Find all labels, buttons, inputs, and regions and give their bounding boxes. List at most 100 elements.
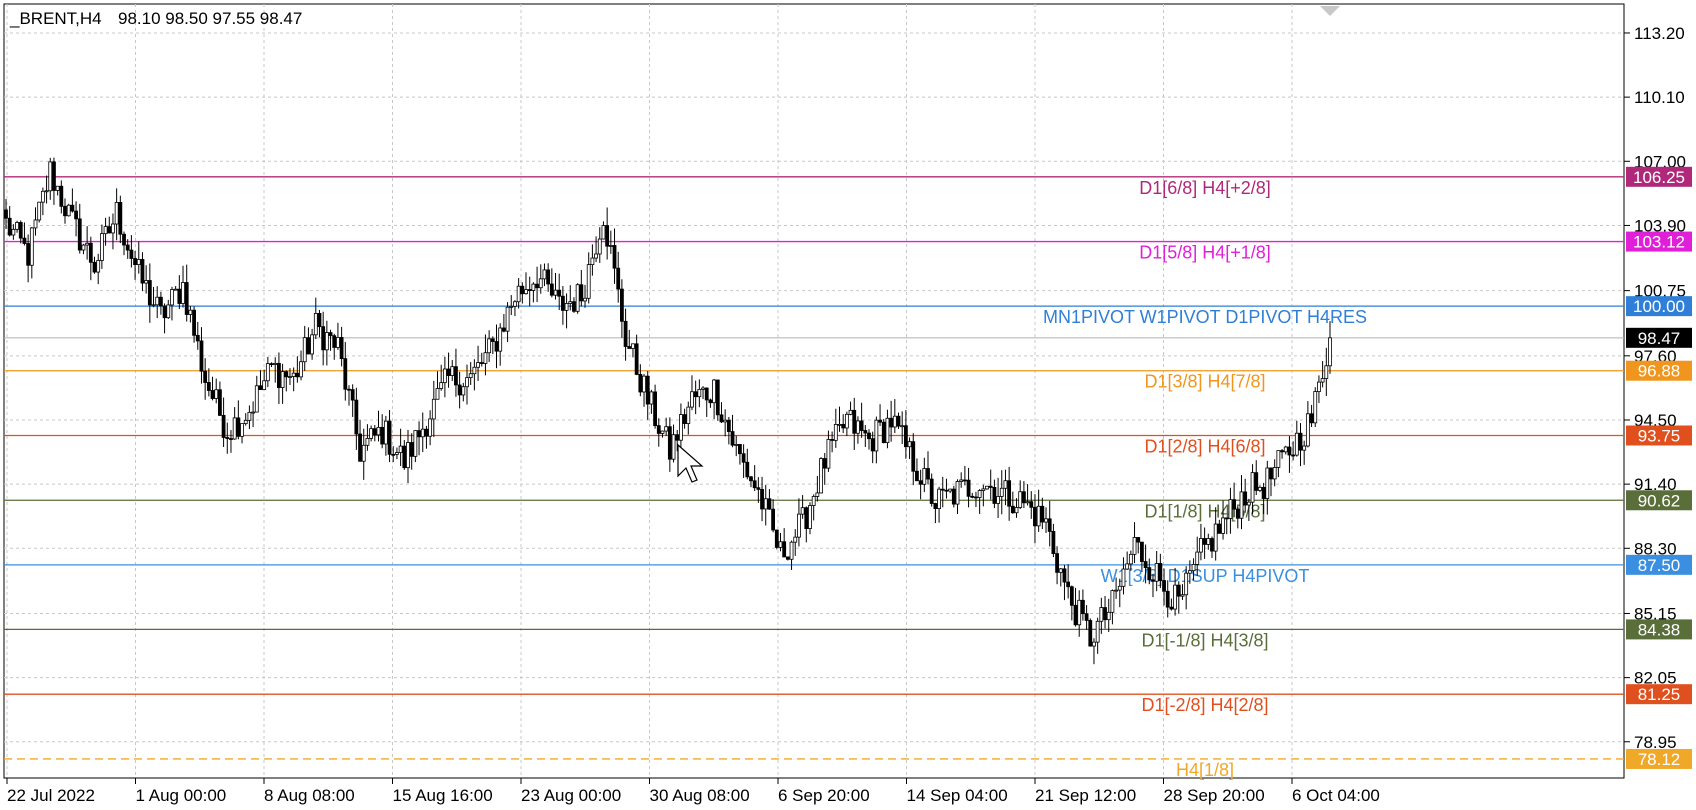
- candle-body[interactable]: [837, 423, 842, 426]
- candle-body[interactable]: [955, 481, 960, 505]
- candle-body[interactable]: [1025, 501, 1030, 504]
- candle-body[interactable]: [981, 488, 986, 491]
- candle-body[interactable]: [273, 362, 278, 365]
- candle-body[interactable]: [671, 434, 676, 460]
- candle-body[interactable]: [81, 244, 86, 251]
- candle-body[interactable]: [111, 223, 115, 234]
- candle-body[interactable]: [1154, 563, 1159, 582]
- candle-body[interactable]: [1328, 337, 1332, 367]
- candle-body[interactable]: [560, 295, 565, 311]
- candle-body[interactable]: [690, 391, 694, 408]
- candle-body[interactable]: [531, 283, 536, 291]
- candle-body[interactable]: [1228, 499, 1233, 519]
- candle-body[interactable]: [520, 285, 525, 295]
- candle-body[interactable]: [1302, 445, 1307, 451]
- candle-body[interactable]: [1169, 606, 1174, 610]
- candle-body[interactable]: [1066, 581, 1071, 588]
- candle-body[interactable]: [1243, 491, 1248, 506]
- candle-body[interactable]: [513, 301, 517, 307]
- candle-body[interactable]: [288, 376, 292, 378]
- candle-body[interactable]: [229, 438, 233, 440]
- candle-body[interactable]: [527, 289, 532, 291]
- candle-body[interactable]: [900, 425, 905, 428]
- candle-body[interactable]: [280, 371, 285, 388]
- candle-body[interactable]: [885, 417, 890, 443]
- candle-body[interactable]: [1047, 518, 1052, 532]
- candle-body[interactable]: [483, 352, 488, 364]
- candle-body[interactable]: [704, 387, 709, 401]
- candle-body[interactable]: [96, 260, 101, 273]
- candle-body[interactable]: [844, 413, 849, 429]
- candle-body[interactable]: [284, 371, 289, 378]
- candle-body[interactable]: [354, 399, 359, 435]
- candle-body[interactable]: [247, 411, 252, 421]
- candle-body[interactable]: [236, 417, 241, 437]
- candle-body[interactable]: [682, 414, 687, 424]
- candle-body[interactable]: [951, 488, 956, 505]
- candle-body[interactable]: [594, 253, 598, 259]
- candle-body[interactable]: [1283, 446, 1288, 453]
- candle-body[interactable]: [254, 385, 259, 413]
- candle-body[interactable]: [929, 478, 934, 504]
- candle-body[interactable]: [332, 335, 337, 348]
- candle-body[interactable]: [442, 368, 447, 384]
- candle-body[interactable]: [509, 305, 514, 308]
- candle-body[interactable]: [350, 389, 355, 401]
- candle-body[interactable]: [147, 280, 152, 306]
- candle-body[interactable]: [295, 372, 300, 378]
- candle-body[interactable]: [638, 374, 643, 393]
- candle-body[interactable]: [911, 441, 916, 472]
- candle-body[interactable]: [258, 385, 263, 391]
- candle-body[interactable]: [162, 305, 167, 319]
- candle-body[interactable]: [985, 485, 989, 490]
- candle-body[interactable]: [608, 245, 613, 247]
- candle-body[interactable]: [612, 245, 617, 269]
- candle-body[interactable]: [966, 479, 971, 497]
- candle-body[interactable]: [225, 437, 230, 439]
- candle-body[interactable]: [457, 384, 462, 396]
- candle-body[interactable]: [756, 487, 761, 490]
- candle-body[interactable]: [752, 480, 757, 489]
- candle-body[interactable]: [841, 423, 846, 429]
- candle-body[interactable]: [940, 488, 945, 491]
- candle-body[interactable]: [1088, 620, 1093, 647]
- candle-body[interactable]: [214, 389, 219, 399]
- candle-body[interactable]: [1313, 391, 1318, 424]
- candle-body[interactable]: [815, 492, 820, 497]
- candle-body[interactable]: [848, 409, 853, 415]
- candle-body[interactable]: [122, 233, 126, 246]
- candle-body[interactable]: [461, 386, 466, 396]
- candle-body[interactable]: [734, 444, 739, 446]
- candle-body[interactable]: [586, 264, 591, 299]
- candle-body[interactable]: [564, 303, 569, 311]
- candle-body[interactable]: [918, 480, 923, 485]
- candle-body[interactable]: [575, 284, 580, 312]
- candle-body[interactable]: [158, 296, 163, 307]
- candle-body[interactable]: [1317, 381, 1321, 392]
- candle-body[interactable]: [903, 425, 908, 448]
- candle-body[interactable]: [155, 296, 160, 306]
- candle-body[interactable]: [33, 219, 38, 229]
- candle-body[interactable]: [321, 326, 326, 351]
- candle-body[interactable]: [468, 373, 473, 379]
- candle-body[interactable]: [863, 430, 868, 434]
- candle-body[interactable]: [874, 419, 879, 452]
- candle-body[interactable]: [1250, 472, 1255, 503]
- candle-body[interactable]: [380, 426, 385, 445]
- candle-body[interactable]: [870, 438, 875, 452]
- candle-body[interactable]: [583, 297, 587, 302]
- candle-body[interactable]: [708, 399, 713, 404]
- candle-body[interactable]: [730, 431, 735, 446]
- candle-body[interactable]: [240, 423, 244, 437]
- candle-body[interactable]: [649, 391, 654, 405]
- chart-shift-marker-icon[interactable]: [1320, 6, 1340, 16]
- candle-body[interactable]: [572, 301, 576, 312]
- candle-body[interactable]: [195, 334, 200, 342]
- candle-body[interactable]: [1021, 491, 1026, 504]
- candle-body[interactable]: [218, 389, 222, 416]
- candle-body[interactable]: [1298, 432, 1303, 451]
- candle-body[interactable]: [715, 379, 720, 416]
- candle-body[interactable]: [1143, 561, 1148, 568]
- candle-body[interactable]: [129, 249, 134, 259]
- candle-body[interactable]: [970, 495, 975, 498]
